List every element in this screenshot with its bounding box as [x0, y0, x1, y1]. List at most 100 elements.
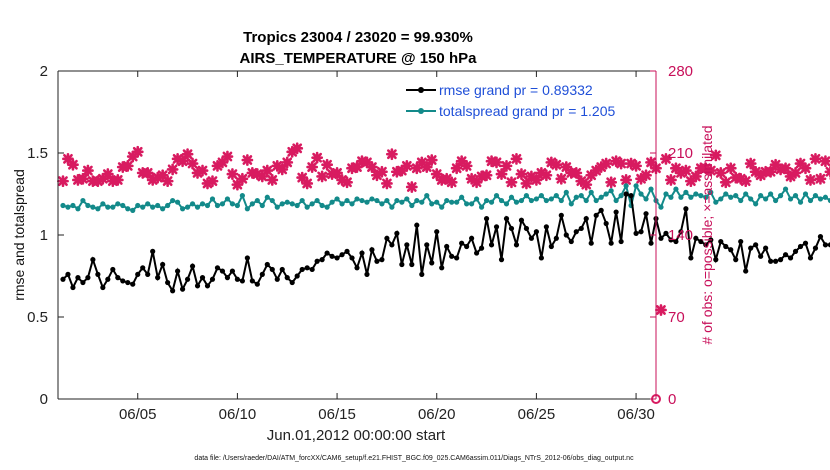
obs-assimilated-marker — [809, 152, 822, 165]
totalspread-marker — [763, 196, 769, 202]
rmse-marker — [558, 212, 564, 218]
rmse-marker — [469, 235, 475, 241]
obs-assimilated-marker — [311, 151, 324, 164]
totalspread-marker — [249, 201, 255, 207]
totalspread-marker — [593, 197, 599, 204]
rmse-marker — [483, 216, 490, 222]
rmse-marker — [787, 255, 794, 261]
totalspread-marker — [165, 202, 171, 209]
rmse-marker — [65, 271, 71, 277]
rmse-marker — [733, 257, 739, 263]
rmse-marker — [319, 257, 325, 263]
rmse-marker — [474, 250, 480, 256]
y-axis-label-left: rmse and totalspread — [11, 169, 27, 301]
totalspread-marker — [374, 197, 380, 204]
totalspread-marker — [782, 186, 789, 192]
totalspread-marker — [150, 204, 156, 210]
rmse-marker — [513, 242, 520, 248]
obs-assimilated-marker — [640, 169, 652, 182]
rmse-marker — [703, 242, 709, 248]
x-tick-label: 06/10 — [219, 406, 257, 423]
totalspread-marker — [608, 188, 614, 194]
rmse-marker — [608, 240, 614, 246]
obs-assimilated-marker — [181, 148, 194, 161]
totalspread-marker — [478, 204, 485, 210]
rmse-marker — [339, 252, 345, 258]
totalspread-marker — [429, 201, 435, 207]
totalspread-marker — [379, 201, 385, 207]
rmse-marker — [379, 257, 385, 263]
rmse-marker — [429, 260, 435, 266]
totalspread-marker — [807, 197, 814, 204]
obs-assimilated-marker — [645, 156, 657, 169]
totalspread-marker — [184, 204, 191, 210]
legend: rmse grand pr = 0.89332 totalspread grand… — [406, 82, 616, 119]
totalspread-marker — [145, 201, 151, 207]
totalspread-marker — [244, 206, 250, 212]
totalspread-marker — [474, 196, 480, 202]
totalspread-marker — [812, 193, 819, 199]
totalspread-marker — [394, 197, 400, 204]
totalspread-marker — [234, 202, 240, 209]
totalspread-marker — [344, 197, 350, 204]
obs-assimilated-marker — [550, 158, 563, 171]
rmse-marker — [598, 207, 604, 213]
totalspread-marker — [339, 201, 345, 207]
obs-assimilated-marker — [266, 174, 279, 186]
obs-assimilated-marker — [141, 167, 154, 179]
totalspread-marker — [683, 189, 689, 195]
obs-assimilated-marker — [744, 157, 757, 170]
rmse-marker — [578, 225, 584, 232]
totalspread-marker — [194, 204, 201, 210]
totalspread-marker — [105, 204, 111, 210]
totalspread-marker — [743, 191, 749, 197]
rmse-marker — [130, 281, 136, 287]
rmse-marker — [354, 265, 360, 271]
totalspread-marker — [259, 202, 265, 209]
totalspread-marker — [469, 201, 475, 207]
totalspread-marker — [199, 201, 206, 207]
obs-assimilated-marker — [341, 176, 353, 189]
totalspread-marker — [773, 197, 779, 204]
rmse-marker — [419, 271, 425, 277]
rmse-marker — [279, 266, 285, 273]
rmse-marker — [329, 253, 335, 259]
totalspread-marker — [673, 186, 679, 192]
rmse-marker — [488, 242, 495, 248]
totalspread-marker — [802, 191, 809, 197]
rmse-marker — [738, 238, 744, 245]
obs-assimilated-marker — [366, 161, 378, 173]
y-tick-label-left: 0 — [40, 391, 48, 408]
rmse-marker — [274, 276, 280, 282]
totalspread-marker — [513, 199, 520, 205]
rmse-marker — [648, 240, 654, 246]
totalspread-marker — [75, 206, 81, 212]
rmse-marker — [120, 278, 126, 284]
obs-assimilated-marker — [660, 152, 672, 165]
y-tick-label-right: 210 — [668, 145, 693, 162]
totalspread-marker — [758, 193, 764, 199]
totalspread-marker — [95, 206, 101, 212]
totalspread-marker — [548, 196, 554, 202]
totalspread-marker — [503, 201, 510, 207]
rmse-marker — [179, 286, 186, 292]
totalspread-marker — [464, 201, 470, 207]
x-tick-label: 06/05 — [119, 406, 157, 423]
rmse-marker — [698, 238, 704, 245]
totalspread-marker — [170, 197, 176, 204]
obs-assimilated-marker — [605, 176, 618, 189]
totalspread-marker — [543, 197, 549, 204]
obs-assimilated-marker — [331, 167, 343, 179]
totalspread-marker — [135, 202, 141, 209]
rmse-marker — [384, 235, 390, 241]
totalspread-marker — [409, 202, 415, 209]
totalspread-marker — [613, 197, 619, 204]
obs-assimilated-marker — [490, 156, 503, 169]
rmse-marker — [80, 279, 86, 286]
totalspread-marker — [304, 204, 310, 210]
totalspread-marker — [588, 189, 594, 195]
totalspread-marker — [264, 194, 270, 200]
rmse-marker — [304, 265, 310, 271]
rmse-marker — [150, 248, 156, 254]
totalspread-marker — [528, 197, 535, 204]
